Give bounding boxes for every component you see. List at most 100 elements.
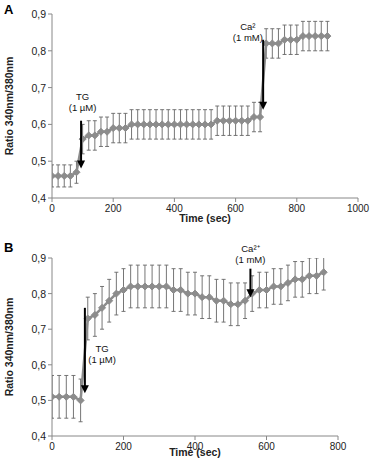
error-cap — [129, 307, 133, 308]
arrow-head — [77, 161, 85, 169]
y-tick-label: 0,5 — [31, 394, 46, 406]
panel-label: B — [4, 240, 13, 255]
marker — [149, 283, 156, 290]
y-tick — [48, 87, 52, 88]
marker — [292, 276, 299, 283]
error-cap — [136, 307, 140, 308]
error-cap — [114, 314, 118, 315]
marker — [324, 33, 331, 40]
marker — [320, 269, 327, 276]
error-cap — [130, 139, 134, 140]
x-tick — [296, 198, 297, 202]
error-cap — [142, 139, 146, 140]
error-cap — [122, 268, 126, 269]
annotation-text: (1 mM) — [235, 254, 265, 265]
error-cap — [56, 186, 60, 187]
marker — [234, 301, 241, 308]
y-tick-label: 0,8 — [31, 288, 46, 300]
marker — [256, 287, 263, 294]
marker — [91, 132, 98, 139]
error-cap — [301, 21, 305, 22]
error-cap — [191, 139, 195, 140]
marker — [120, 287, 127, 294]
annotation-arrow — [249, 269, 251, 291]
error-cap — [258, 131, 262, 132]
error-cap — [236, 325, 240, 326]
error-cap — [307, 21, 311, 22]
y-axis-title: Ratio 340nm/380nm — [3, 57, 15, 156]
error-cap — [150, 265, 154, 266]
marker — [99, 304, 106, 311]
annotation-arrow — [84, 308, 86, 387]
annotation-text: (1 mM) — [233, 32, 263, 43]
error-cap — [193, 314, 197, 315]
error-cap — [52, 186, 54, 187]
marker — [177, 287, 184, 294]
annotation-text: Ca² — [240, 21, 255, 32]
marker — [257, 114, 264, 121]
error-cap — [227, 106, 231, 107]
error-cap — [295, 54, 299, 55]
error-cap — [179, 109, 183, 110]
error-cap — [172, 268, 176, 269]
error-cap — [197, 109, 201, 110]
y-tick-label: 0,9 — [31, 8, 46, 20]
x-tick — [123, 436, 124, 440]
x-tick-label: 600 — [258, 441, 275, 452]
error-cap — [179, 268, 183, 269]
error-cap — [100, 329, 104, 330]
marker — [306, 272, 313, 279]
annotation-text: TG — [76, 91, 89, 102]
x-axis — [52, 198, 358, 199]
error-cap — [215, 106, 219, 107]
error-cap — [257, 272, 261, 273]
plot-area — [52, 21, 331, 187]
error-cap — [191, 109, 195, 110]
y-tick — [48, 364, 52, 365]
annotation-arrow — [80, 121, 82, 163]
y-tick — [48, 400, 52, 401]
error-cap — [64, 375, 68, 376]
marker — [104, 128, 111, 135]
error-cap — [99, 117, 103, 118]
x-tick — [266, 436, 267, 440]
marker — [220, 297, 227, 304]
error-cap — [62, 186, 66, 187]
marker — [67, 172, 74, 179]
marker — [73, 169, 80, 176]
annotation-text: Ca²⁺ — [241, 243, 259, 254]
error-cap — [257, 307, 261, 308]
error-cap — [52, 375, 54, 376]
marker — [263, 287, 270, 294]
x-tick-label: 0 — [49, 203, 55, 214]
error-cap — [272, 268, 276, 269]
y-tick-label: 0,6 — [31, 359, 46, 371]
error-cap — [107, 322, 111, 323]
error-cap — [79, 421, 83, 422]
error-cap — [186, 314, 190, 315]
marker — [270, 283, 277, 290]
annotation: Ca²(1 mM) — [233, 21, 267, 109]
error-cap — [229, 282, 233, 283]
error-cap — [185, 139, 189, 140]
error-cap — [157, 265, 161, 266]
error-cap — [325, 21, 329, 22]
y-tick — [48, 329, 52, 330]
y-tick-label: 0,7 — [31, 82, 46, 94]
error-cap — [252, 131, 256, 132]
y-tick-label: 0,4 — [31, 192, 46, 204]
error-cap — [86, 297, 90, 298]
annotation: Ca²⁺(1 mM) — [235, 243, 265, 297]
error-cap — [234, 135, 238, 136]
error-cap — [307, 293, 311, 294]
x-tick-label: 800 — [330, 441, 347, 452]
error-cap — [295, 25, 299, 26]
x-tick-label: 0 — [49, 441, 55, 452]
error-cap — [93, 120, 97, 121]
error-cap — [179, 139, 183, 140]
error-cap — [93, 336, 97, 337]
marker — [313, 272, 320, 279]
error-cap — [111, 113, 115, 114]
error-cap — [105, 146, 109, 147]
y-tick — [48, 124, 52, 125]
